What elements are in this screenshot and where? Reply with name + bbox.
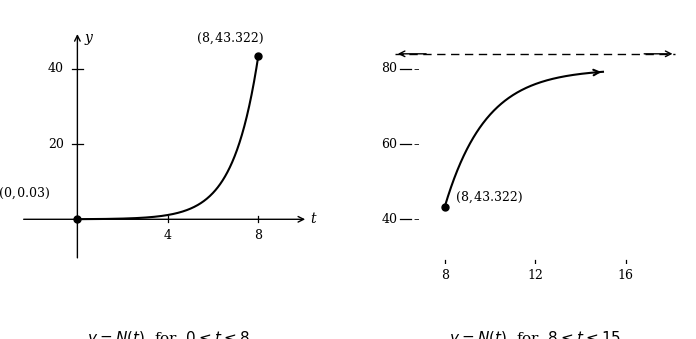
Text: 40: 40 xyxy=(48,62,64,75)
Text: 60: 60 xyxy=(381,138,397,151)
Text: 20: 20 xyxy=(48,138,64,151)
Text: (8, 43.322): (8, 43.322) xyxy=(456,191,523,204)
Text: $y = N(t)$  for  $8 \leq t \leq 15$: $y = N(t)$ for $8 \leq t \leq 15$ xyxy=(449,330,621,339)
Text: 12: 12 xyxy=(527,269,543,282)
Text: –: – xyxy=(413,64,419,74)
Text: $y = N(t)$  for  $0 \leq t \leq 8$: $y = N(t)$ for $0 \leq t \leq 8$ xyxy=(86,330,249,339)
Text: y: y xyxy=(84,31,92,45)
Text: 40: 40 xyxy=(381,213,397,226)
Text: (8, 43.322): (8, 43.322) xyxy=(197,32,264,45)
Text: 16: 16 xyxy=(617,269,633,282)
Text: 80: 80 xyxy=(381,62,397,75)
Text: 8: 8 xyxy=(254,229,262,242)
Text: t: t xyxy=(310,212,316,226)
Text: 4: 4 xyxy=(164,229,172,242)
Text: –: – xyxy=(413,139,419,149)
Text: (0, 0.03): (0, 0.03) xyxy=(0,187,50,200)
Text: 8: 8 xyxy=(441,269,449,282)
Text: –: – xyxy=(413,214,419,224)
